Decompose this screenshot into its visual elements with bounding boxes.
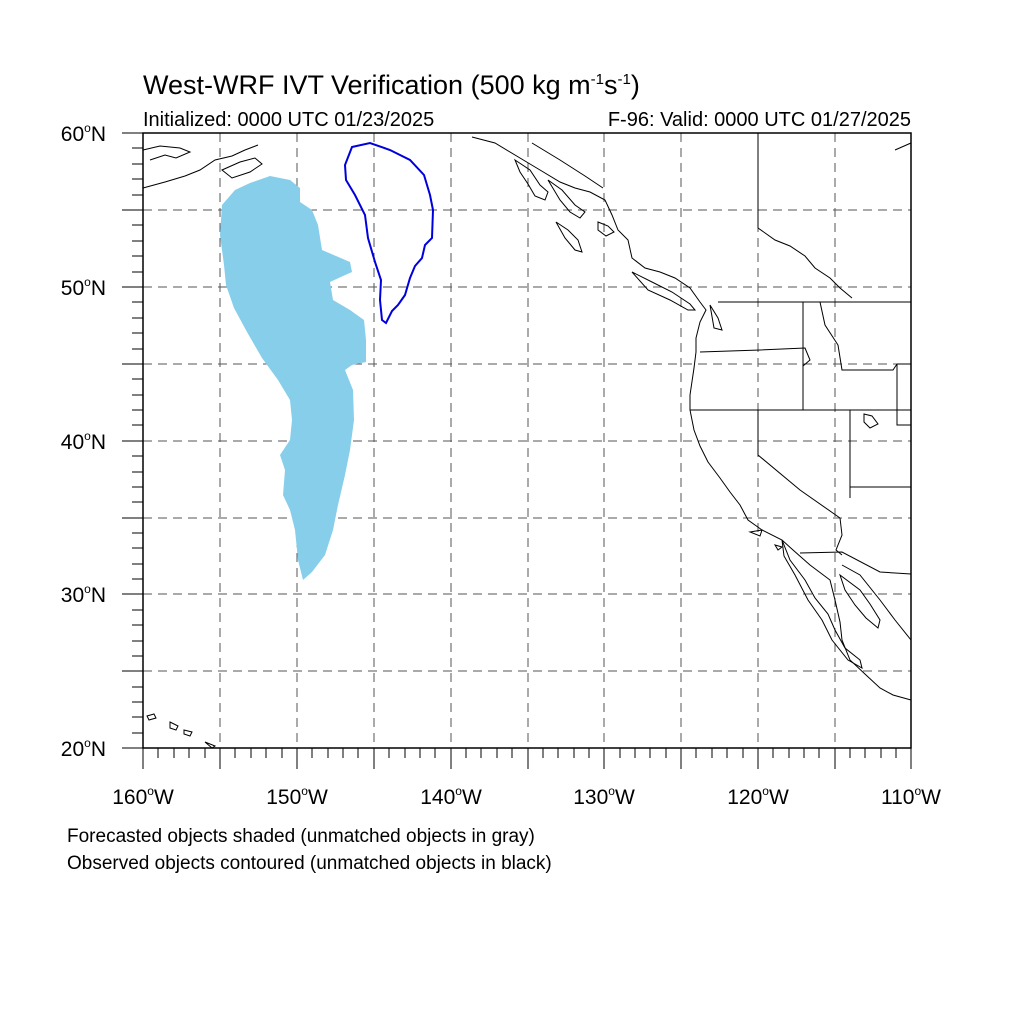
forecast-note: Forecasted objects shaded (unmatched obj… <box>67 826 535 847</box>
lon-label-130w: 130oW <box>573 784 635 809</box>
observed-ivt-object <box>343 141 435 325</box>
map-title: West-WRF IVT Verification (500 kg m-1s-1… <box>143 70 640 100</box>
lat-label-20n: 20oN <box>60 736 106 761</box>
lat-label-50n: 50oN <box>60 275 106 300</box>
lat-label-30n: 30oN <box>60 582 106 607</box>
lat-label-40n: 40oN <box>60 429 106 454</box>
lon-label-140w: 140oW <box>420 784 482 809</box>
lon-label-150w: 150oW <box>266 784 328 809</box>
lat-label-60n: 60oN <box>60 121 106 146</box>
axis-ticks <box>122 132 912 769</box>
lon-label-110w: 110oW <box>881 784 941 809</box>
lon-label-160w: 160oW <box>112 784 174 809</box>
political-boundaries <box>690 133 912 575</box>
observed-note: Observed objects contoured (unmatched ob… <box>67 853 552 874</box>
valid-time: F-96: Valid: 0000 UTC 01/27/2025 <box>607 109 911 131</box>
initialized-time: Initialized: 0000 UTC 01/23/2025 <box>143 109 435 131</box>
lon-label-120w: 120oW <box>727 784 789 809</box>
forecast-ivt-object <box>220 176 366 580</box>
coastlines <box>142 136 912 749</box>
